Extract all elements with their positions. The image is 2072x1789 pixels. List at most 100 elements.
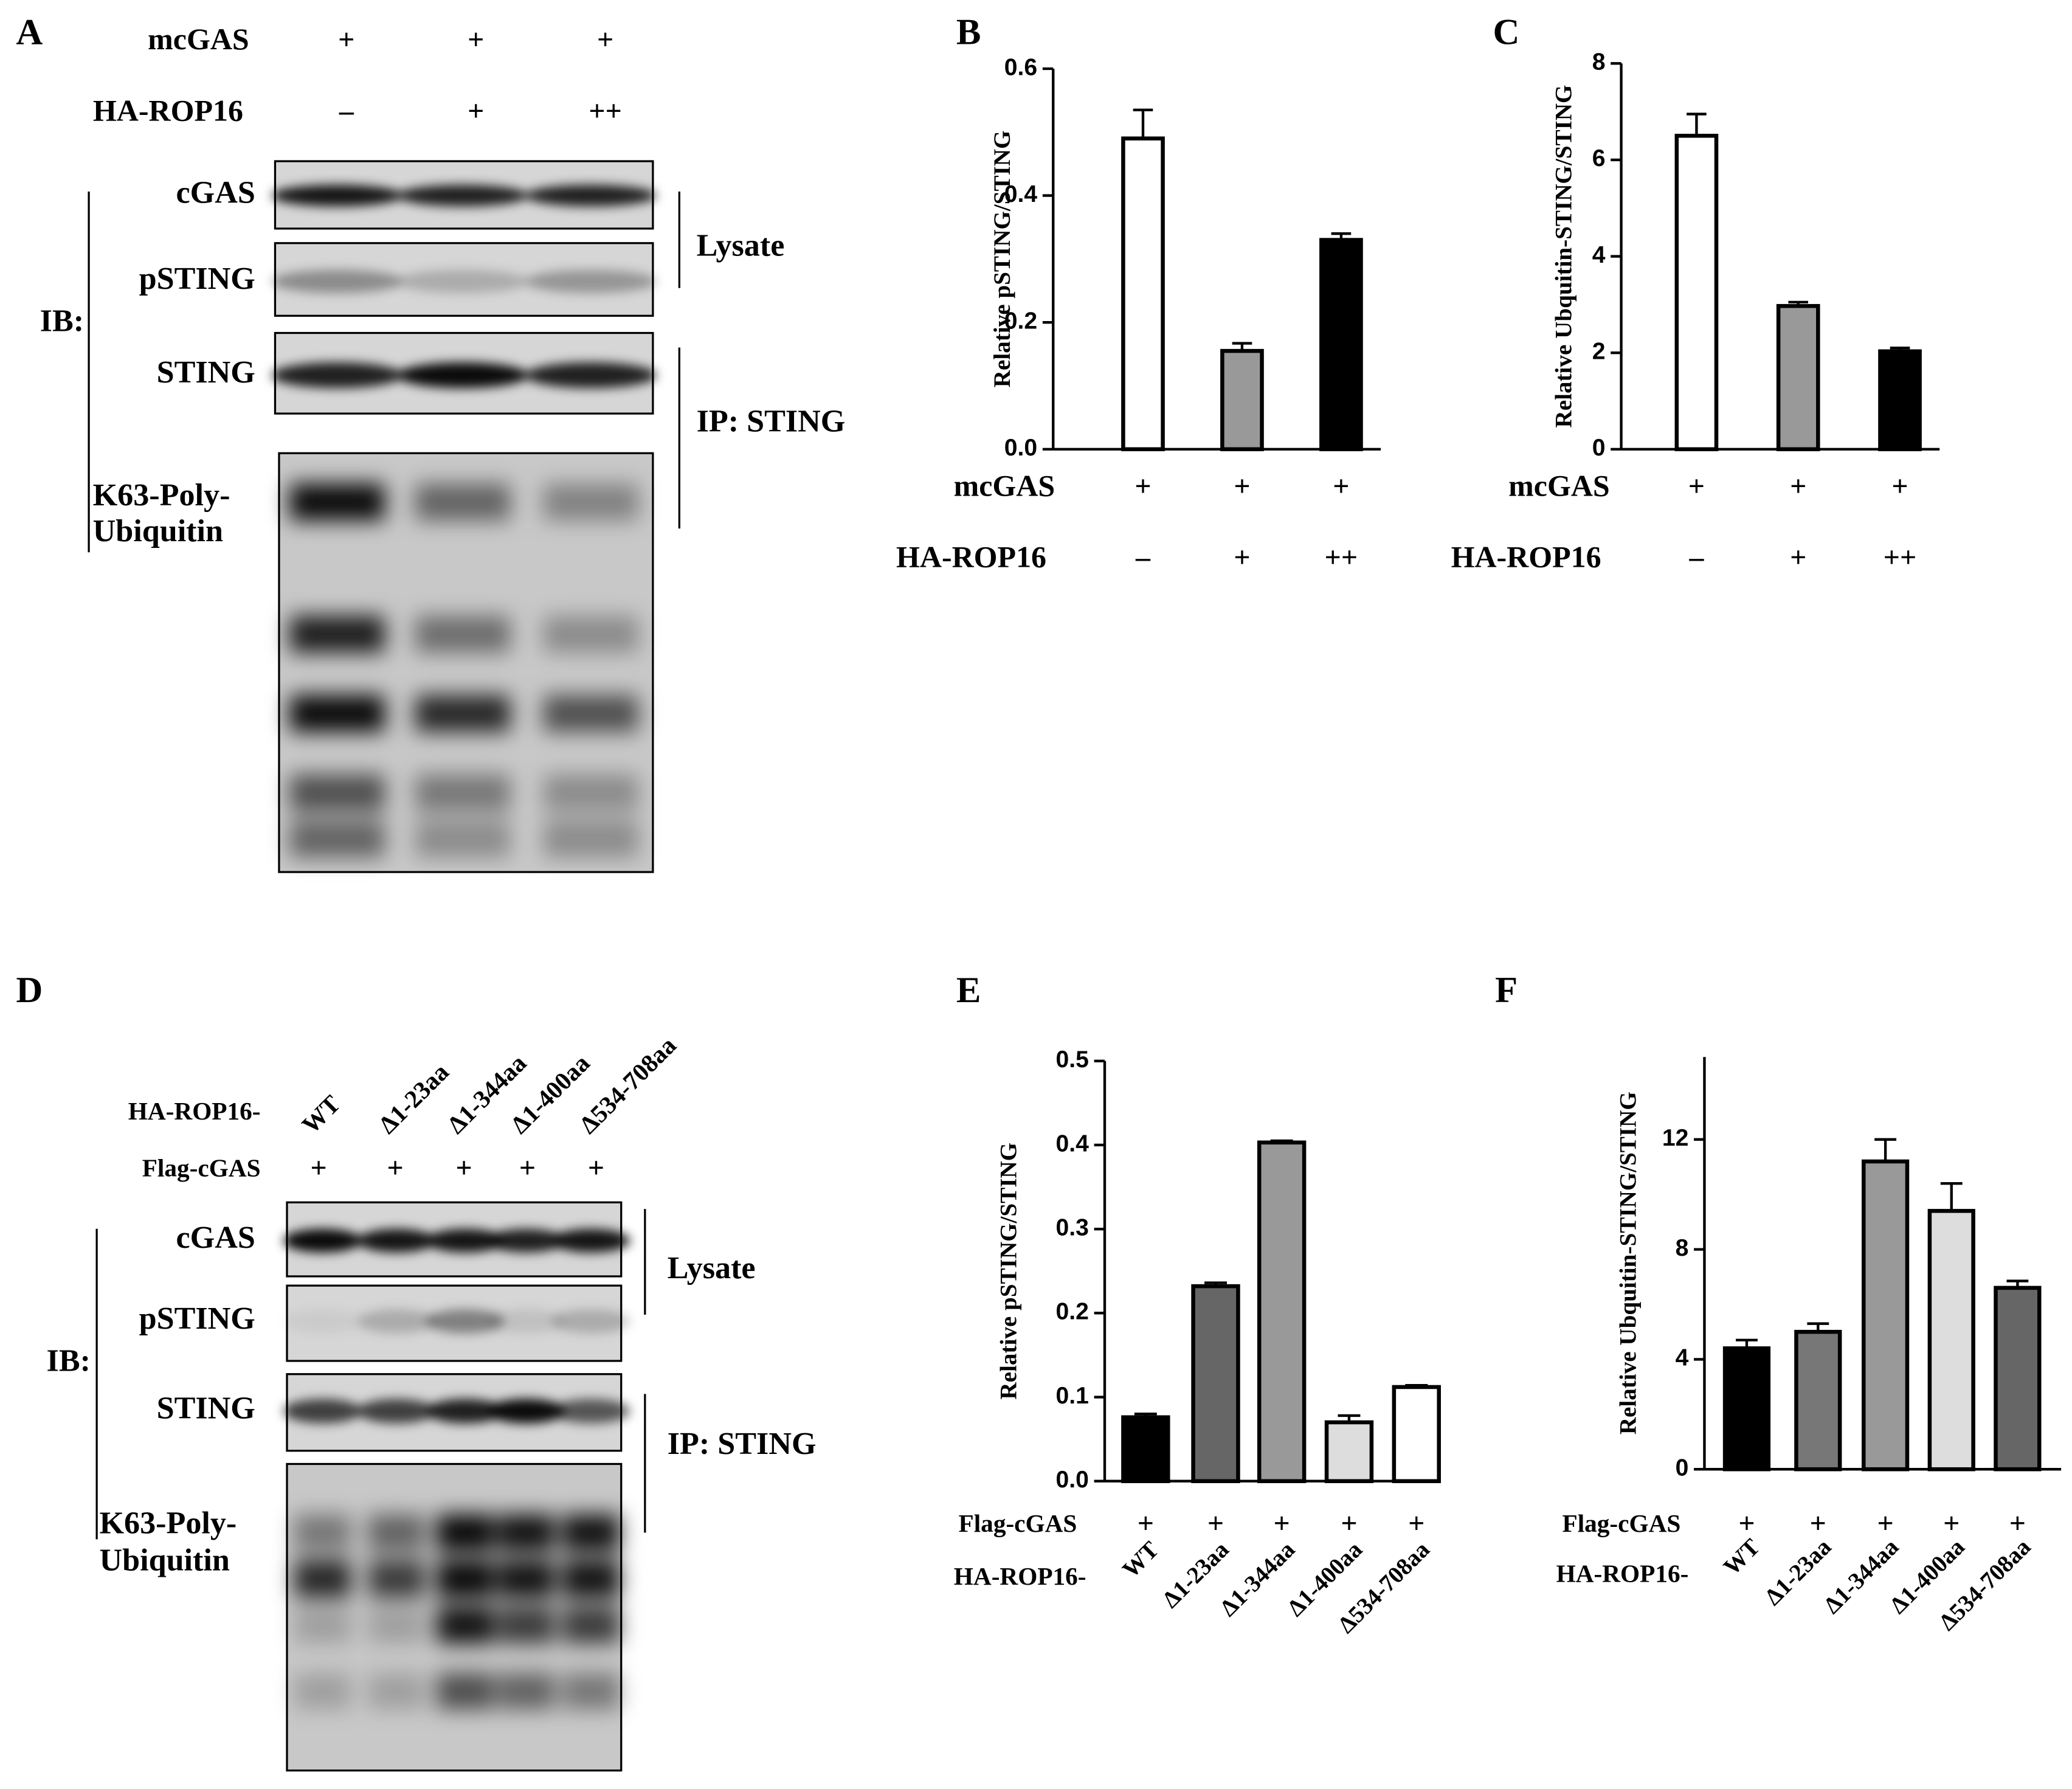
condition-value: +	[456, 1152, 472, 1184]
condition-label: HA-ROP16	[1451, 540, 1601, 574]
condition-value: +	[1341, 1507, 1357, 1540]
smear	[543, 615, 638, 653]
band	[426, 1228, 505, 1253]
condition-value: +	[1138, 1507, 1154, 1540]
smear	[294, 1672, 351, 1710]
condition-label: mcGAS	[954, 468, 1055, 502]
error-bar	[1232, 342, 1252, 351]
blot-bands	[289, 483, 638, 858]
smear	[415, 694, 511, 732]
bar	[1722, 1346, 1771, 1472]
smear	[562, 1672, 620, 1710]
smear	[294, 1514, 351, 1551]
condition-value: ++	[589, 95, 621, 127]
error-bar	[1338, 1414, 1361, 1422]
bar	[1862, 1159, 1910, 1472]
bar	[1776, 303, 1820, 452]
category-title: HA-ROP16-	[1556, 1560, 1689, 1588]
panel-label: B	[956, 12, 981, 53]
x-tick-label: WT	[1117, 1537, 1164, 1583]
condition-value: +	[338, 23, 354, 55]
condition-value: +	[1738, 1507, 1755, 1540]
y-tick-label: 0.0	[1056, 1467, 1089, 1493]
band-label: pSTING	[139, 261, 255, 296]
bar	[1191, 1284, 1240, 1483]
error-bar	[1331, 232, 1352, 240]
smear	[289, 820, 385, 858]
y-tick-label: 12	[1662, 1125, 1689, 1151]
bracket-label: Lysate	[668, 1251, 756, 1286]
error-bar	[1270, 1139, 1293, 1143]
error-bar	[1204, 1281, 1227, 1287]
y-tick-label: 0.6	[1004, 54, 1037, 80]
smear	[437, 1672, 494, 1710]
condition-label: Flag-cGAS	[1562, 1509, 1680, 1537]
smear	[497, 1672, 555, 1710]
band-label: K63-Poly-	[99, 1506, 237, 1541]
smear	[497, 1514, 555, 1551]
smear	[543, 483, 638, 521]
condition-value: +	[597, 23, 613, 55]
band	[551, 1309, 630, 1334]
band-label: Ubiquitin	[99, 1543, 229, 1577]
y-tick-label: 0.3	[1056, 1214, 1089, 1241]
condition-value: +	[1943, 1507, 1960, 1540]
band	[426, 1309, 505, 1334]
smear	[543, 774, 638, 812]
lane-label: Δ1-23aa	[373, 1057, 454, 1139]
smear	[543, 820, 638, 858]
blot-strip	[278, 452, 654, 873]
bar	[1927, 1209, 1975, 1472]
band-label: cGAS	[176, 1220, 255, 1255]
smear	[289, 774, 385, 812]
band	[486, 1228, 565, 1253]
condition-value: –	[1135, 541, 1151, 573]
blot-frame	[278, 452, 654, 873]
error-bar	[1807, 1322, 1829, 1332]
ib-label: IB:	[40, 303, 84, 338]
condition-label: Flag-cGAS	[142, 1154, 261, 1182]
y-axis-label: Relative Ubquitin-STING/STING	[1550, 85, 1576, 428]
smear	[497, 1607, 555, 1644]
condition-label: Flag-cGAS	[959, 1509, 1077, 1537]
band	[271, 184, 403, 207]
condition-value: +	[588, 1152, 604, 1184]
lanes-title: HA-ROP16-	[128, 1097, 261, 1125]
condition-value: +	[387, 1152, 404, 1184]
smear	[294, 1607, 351, 1644]
condition-value: +	[1891, 470, 1908, 502]
condition-value: +	[1790, 541, 1806, 573]
bar	[1220, 348, 1264, 452]
error-bar	[1405, 1384, 1428, 1387]
error-bar	[1788, 300, 1809, 306]
y-tick-label: 8	[1592, 49, 1606, 75]
y-tick-label: 0.0	[1004, 435, 1037, 461]
category-title: HA-ROP16-	[954, 1562, 1086, 1590]
smear	[368, 1672, 426, 1710]
blot-frame	[274, 160, 654, 230]
y-tick-label: 8	[1676, 1235, 1689, 1261]
smear	[562, 1514, 620, 1551]
band-label: pSTING	[139, 1301, 255, 1336]
band	[357, 1399, 437, 1424]
y-tick-label: 0.2	[1004, 308, 1037, 334]
blot-bands	[294, 1514, 620, 1710]
bracket-label: Lysate	[697, 228, 785, 263]
band	[426, 1399, 505, 1424]
lane-label: Δ534-708aa	[574, 1031, 682, 1139]
bar	[1121, 136, 1165, 452]
y-tick-label: 4	[1676, 1345, 1689, 1371]
y-tick-label: 0.5	[1056, 1047, 1089, 1073]
band-label: STING	[157, 355, 255, 390]
band	[397, 362, 528, 389]
bar	[1324, 1420, 1374, 1483]
smear	[497, 1560, 555, 1597]
smear	[562, 1560, 620, 1597]
band	[525, 184, 657, 207]
condition-value: +	[1810, 1507, 1826, 1540]
error-bar	[1736, 1338, 1758, 1349]
bracket-label: IP: STING	[697, 404, 846, 438]
band	[486, 1399, 565, 1424]
band	[551, 1228, 630, 1253]
y-axis-label: Relative pSTING/STING	[996, 1143, 1022, 1400]
